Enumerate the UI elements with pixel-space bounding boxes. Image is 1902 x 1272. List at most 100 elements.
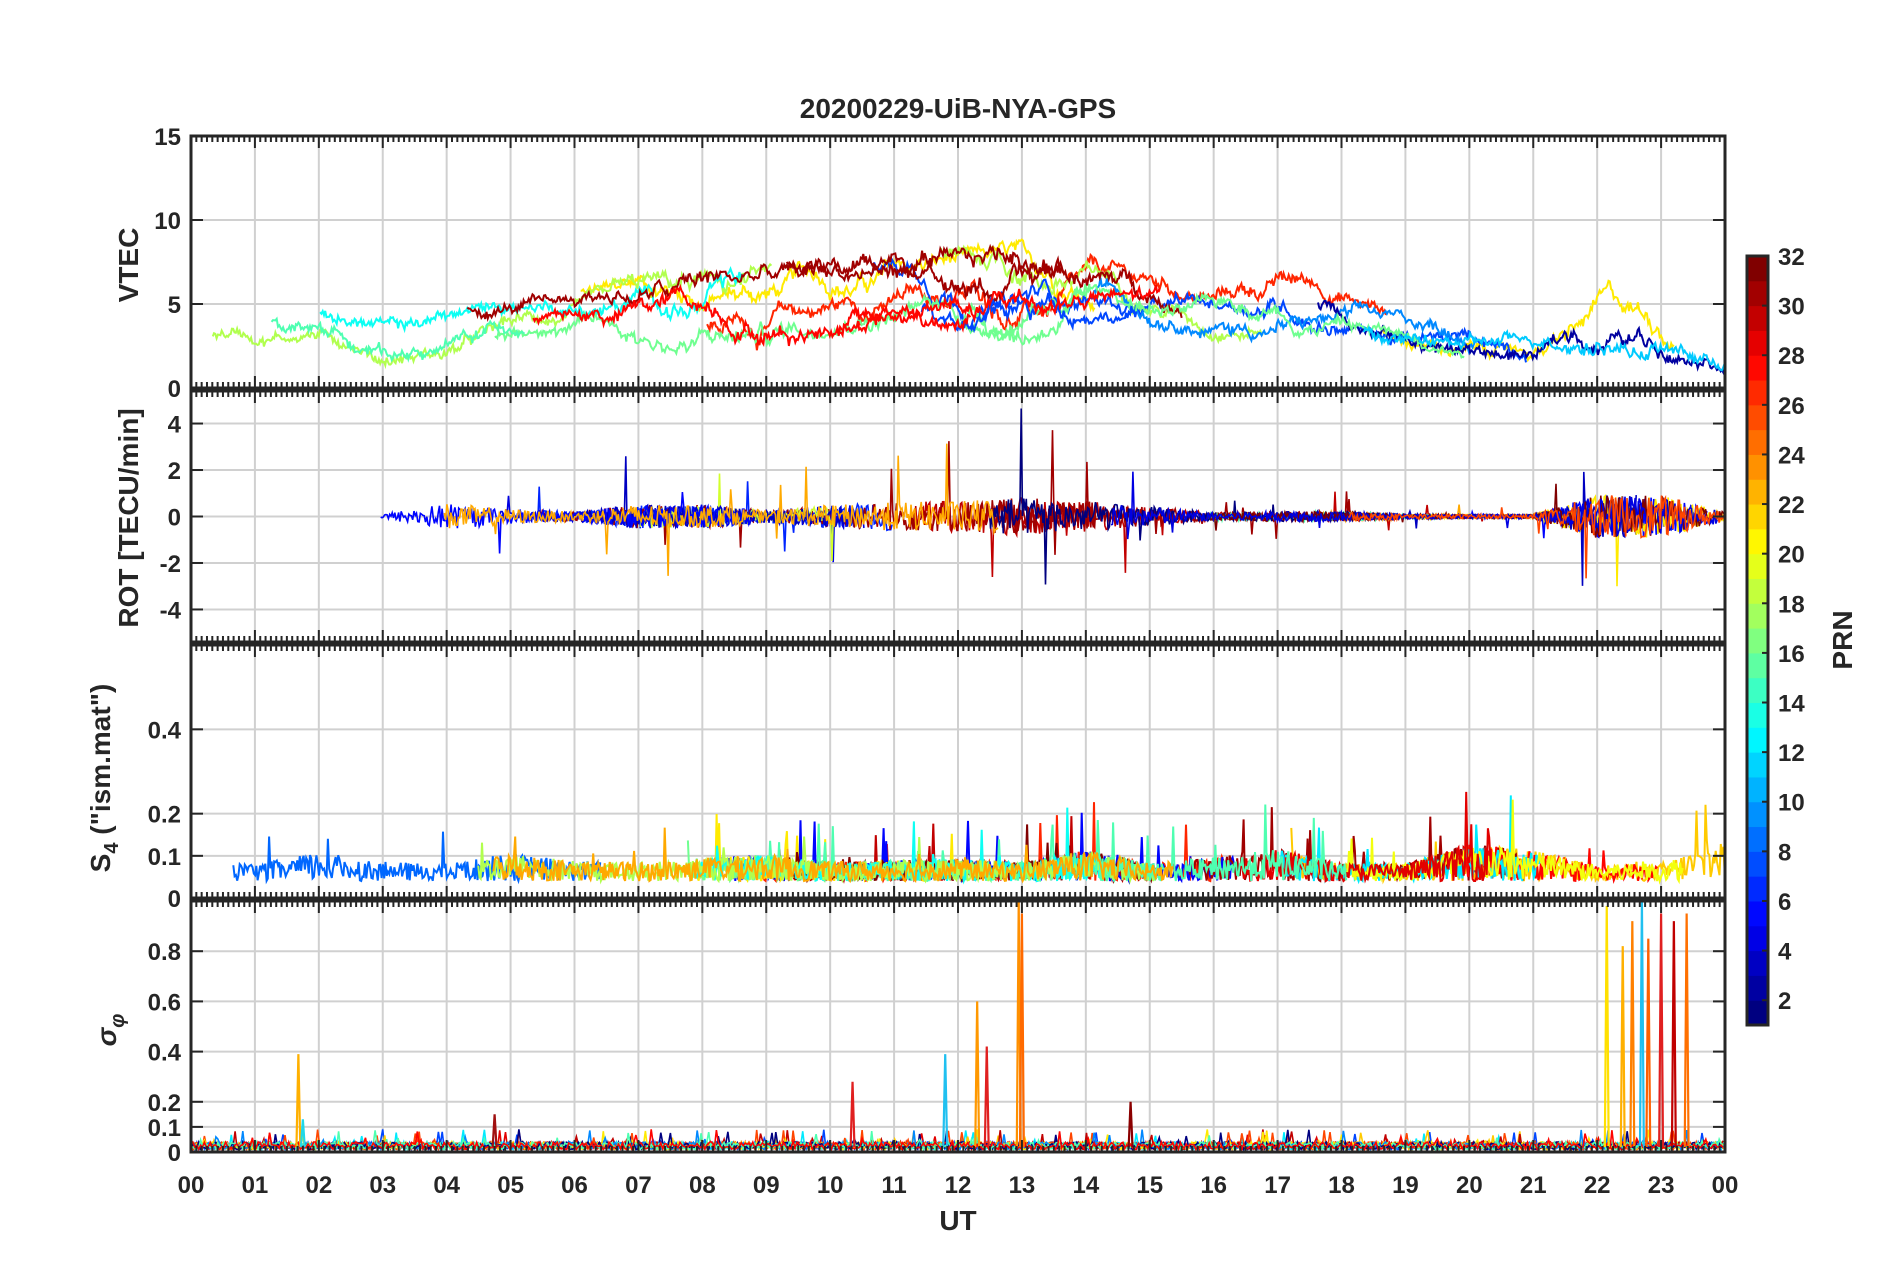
prn-series-line [494,284,1091,357]
x-tick-label: 00 [178,1172,205,1199]
sigma-spike [1670,921,1677,1147]
sigma-spike [1127,1101,1134,1148]
sigma-spike [1018,913,1025,1147]
sigma-spike [1683,913,1690,1147]
x-tick-label: 11 [881,1172,906,1199]
colorbar-tick-label: 26 [1778,393,1805,420]
y-tick-label: 0.2 [148,802,181,829]
x-tick-label: 22 [1584,1172,1611,1199]
sigma-spike [1638,901,1645,1147]
prn-series-line [580,238,1096,313]
x-axis-label: UT [939,1205,976,1236]
x-tick-label: 02 [305,1172,332,1199]
x-tick-label: 05 [497,1172,524,1199]
x-tick-label: 23 [1648,1172,1675,1199]
colorbar-tick-label: 14 [1778,691,1805,718]
s4-axis-label: S4 ("ism.mat") [85,684,123,873]
colorbar-band [1747,776,1768,803]
colorbar-band [1747,553,1768,579]
prn-series-line [270,316,525,363]
colorbar-tick-label: 32 [1778,244,1805,271]
colorbar-band [1747,677,1768,704]
colorbar-band [1747,578,1768,604]
x-tick-label: 18 [1328,1172,1355,1199]
colorbar-tick-label: 22 [1778,492,1805,519]
x-tick-label: 03 [369,1172,396,1199]
rot-axis-label: ROT [TECU/min] [113,408,144,627]
y-tick-label: 0.1 [148,844,181,871]
vtec-axis-label: VTEC [113,228,144,303]
colorbar-band [1747,429,1768,455]
colorbar-band [1747,975,1768,1001]
sigma-spike [295,1054,302,1148]
sigma-label-main: σ [91,1026,122,1046]
x-tick-label: 00 [1712,1172,1739,1199]
sigma-spike [974,1001,981,1147]
colorbar-band [1747,727,1768,753]
prn-series-line [1456,844,1658,885]
y-tick-label: 0.2 [148,1090,181,1117]
colorbar-tick-label: 16 [1778,641,1805,668]
colorbar-tick-label: 10 [1778,790,1805,817]
prn-series-line [532,283,972,348]
colorbar-band [1747,851,1768,877]
sigma-label-sub: φ [107,1014,129,1028]
y-tick-label: 10 [154,208,181,235]
prn-series-line [964,283,1465,359]
colorbar-tick-label: 30 [1778,294,1805,321]
colorbar-band [1747,280,1768,307]
sigma-spike [1645,938,1652,1147]
colorbar-band [1747,528,1768,555]
colorbar-band [1747,1000,1768,1026]
x-tick-label: 04 [433,1172,460,1199]
figure-title: 20200229-UiB-NYA-GPS [800,93,1116,124]
colorbar-band [1747,380,1768,406]
y-tick-label: 5 [168,292,181,319]
colorbar-frame [1745,254,1770,1027]
prn-series-line [988,408,1396,585]
x-tick-label: 15 [1136,1172,1163,1199]
colorbar-band [1747,305,1768,331]
x-tick-label: 06 [561,1172,588,1199]
prn-series-line [319,265,743,334]
colorbar-band [1747,628,1768,654]
sigma-spike [849,1081,856,1148]
colorbar-tick-label: 6 [1778,889,1791,916]
y-tick-label: 2 [168,458,181,485]
sigma-phi-axis-label: σφ [91,1014,129,1047]
sigma-spike [1658,913,1665,1147]
x-tick-label: 20 [1456,1172,1483,1199]
prn-series-line [1344,799,1684,885]
x-tick-label: 16 [1200,1172,1227,1199]
vtec-panel: 0 5 10 15 [154,124,1727,403]
rot-panel: -4 -2 0 2 4 [160,389,1727,644]
y-tick-label: 0 [168,376,181,403]
s4-label-main: S [85,854,116,873]
colorbar-band [1747,950,1768,976]
prn-series-line [492,827,1174,884]
colorbar-label: PRN [1827,610,1858,669]
x-tick-label: 01 [242,1172,269,1199]
colorbar-tick-label: 8 [1778,839,1791,866]
x-tick-label: 09 [753,1172,780,1199]
y-tick-label: 0 [168,1140,181,1167]
prn-series-line [785,250,1183,319]
sigma-spike [1619,946,1626,1147]
colorbar-tick-label: 24 [1778,442,1805,469]
prn-series-line [466,243,1066,323]
colorbar-band [1747,479,1768,505]
sigma-phi-panel: 00.10.2 0.4 0.6 0.8 00 01 02 03 04 05 06 07 08 09 10 11… [148,899,1739,1199]
x-tick-label: 21 [1520,1172,1547,1199]
colorbar-band [1747,603,1768,629]
colorbar-band [1747,801,1768,828]
colorbar-band [1747,454,1768,480]
colorbar-band [1747,702,1768,728]
colorbar-band [1747,404,1768,431]
x-tick-label: 12 [945,1172,972,1199]
y-tick-label: 4 [168,412,182,439]
sigma-spike [1629,921,1636,1147]
y-tick-label: 0.1 [148,1115,181,1142]
colorbar-band [1747,752,1768,778]
